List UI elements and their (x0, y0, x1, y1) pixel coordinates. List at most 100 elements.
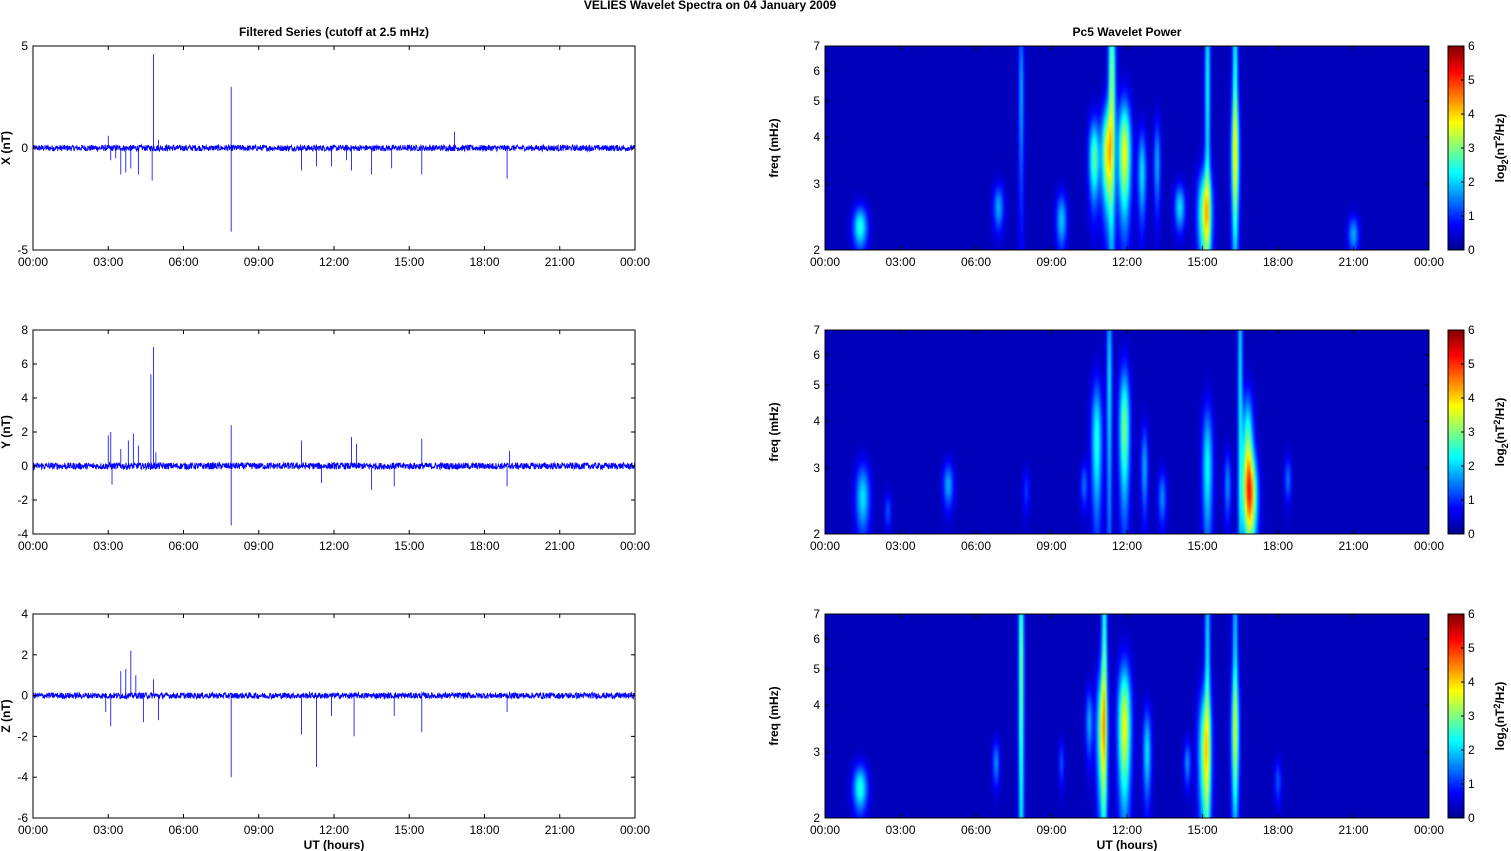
colorbar-label-part: (nT (1493, 140, 1507, 159)
colorbar-tick-label: 3 (1468, 141, 1475, 155)
y-tick-label: 4 (813, 698, 820, 712)
wavelet-heatmap (825, 330, 1429, 534)
x-tick-label: 03:00 (93, 539, 123, 553)
y-tick-label: 8 (21, 323, 28, 337)
x-tick-label: 18:00 (1263, 823, 1293, 837)
wavelet-heatmap (825, 46, 1429, 250)
filtered-series-panel-x: -5 0 5 00:00 03:00 06:00 09:00 12:00 15:00 18:00 2… (0, 39, 650, 269)
colorbar-label-part: /Hz) (1493, 114, 1507, 136)
y-axis-label: Z (nT) (0, 699, 13, 732)
x-tick-label: 03:00 (93, 255, 123, 269)
x-tick-label: 03:00 (885, 255, 915, 269)
y-axis-label: freq (mHz) (767, 686, 781, 745)
x-tick-label: 12:00 (1112, 539, 1142, 553)
colorbar-label-part: (nT (1493, 708, 1507, 727)
x-tick-label: 18:00 (1263, 539, 1293, 553)
series-line (32, 143, 636, 153)
colorbar-label-part: 2 (1492, 420, 1502, 425)
x-tick-label: 21:00 (545, 823, 575, 837)
y-tick-label: 6 (813, 64, 820, 78)
y-tick-label: 7 (813, 607, 820, 621)
y-tick-label: 2 (813, 811, 820, 825)
colorbar-tick-label: 3 (1468, 425, 1475, 439)
colorbar-tick-label: 3 (1468, 709, 1475, 723)
figure-title: VELIES Wavelet Spectra on 04 January 200… (584, 0, 837, 12)
colorbar-label-part: /Hz) (1493, 682, 1507, 704)
x-tick-label: 15:00 (394, 823, 424, 837)
x-tick-label: 00:00 (810, 539, 840, 553)
colorbar-tick-label: 2 (1468, 459, 1475, 473)
x-tick-label: 03:00 (885, 539, 915, 553)
y-tick-label: 3 (813, 177, 820, 191)
colorbar-tick-label: 2 (1468, 743, 1475, 757)
x-tick-label: 00:00 (1414, 539, 1444, 553)
wavelet-power-panel-y: 2 3 4 5 6 7 00:00 03:00 06:00 09:00 12:00 15:00 18:0… (767, 323, 1510, 553)
x-tick-label: 21:00 (545, 255, 575, 269)
colorbar-label-part: log (1493, 732, 1507, 750)
x-tick-label: 18:00 (469, 823, 499, 837)
x-tick-label: 03:00 (885, 823, 915, 837)
y-tick-label: 5 (21, 39, 28, 53)
x-tick-label: 00:00 (810, 823, 840, 837)
y-tick-label: 6 (813, 632, 820, 646)
filtered-series-panel-y: -4 -2 0 2 4 6 8 00:00 03:00 06:00 09:00 12:00 15:00 1… (0, 323, 650, 553)
colorbar-label-part: 2 (1500, 443, 1510, 448)
colorbar-tick-label: 5 (1468, 357, 1475, 371)
x-tick-label: 06:00 (168, 255, 198, 269)
x-tick-label: 06:00 (961, 539, 991, 553)
x-tick-label: 09:00 (1036, 255, 1066, 269)
colorbar-tick-label: 4 (1468, 391, 1475, 405)
x-tick-label: 15:00 (394, 255, 424, 269)
colorbar-label-part: log (1493, 448, 1507, 466)
x-tick-label: 21:00 (1338, 255, 1368, 269)
y-tick-label: 4 (813, 130, 820, 144)
right-column-title: Pc5 Wavelet Power (1073, 25, 1182, 39)
y-axis-label: Y (nT) (0, 415, 13, 449)
wavelet-heatmap (825, 614, 1429, 818)
x-tick-label: 12:00 (319, 823, 349, 837)
y-tick-label: 2 (813, 243, 820, 257)
x-tick-label: 18:00 (469, 255, 499, 269)
colorbar-label: log2(nT2/Hz) (1492, 114, 1510, 183)
y-tick-label: 2 (21, 425, 28, 439)
y-tick-label: 5 (813, 662, 820, 676)
x-tick-label: 00:00 (620, 255, 650, 269)
colorbar-tick-label: 6 (1468, 39, 1475, 53)
series-line (32, 690, 636, 701)
x-tick-label: 12:00 (1112, 255, 1142, 269)
y-tick-label: 2 (813, 527, 820, 541)
x-tick-label: 12:00 (1112, 823, 1142, 837)
x-tick-label: 12:00 (319, 539, 349, 553)
y-axis-label: X (nT) (0, 131, 13, 165)
y-tick-label: -4 (17, 770, 28, 784)
colorbar-label-part: 2 (1500, 159, 1510, 164)
colorbar-label-part: 2 (1492, 704, 1502, 709)
x-tick-label: 15:00 (394, 539, 424, 553)
wavelet-power-panel-x: 2 3 4 5 6 7 00:00 03:00 06:00 09:00 12:00 15:00 18:0… (767, 39, 1510, 269)
x-tick-label: 00:00 (810, 255, 840, 269)
y-axis-label: freq (mHz) (767, 118, 781, 177)
wavelet-power-panel-z: 2 3 4 5 6 7 00:00 03:00 06:00 09:00 12:00 15:00 18:0… (767, 607, 1510, 851)
y-tick-label: 4 (21, 391, 28, 405)
left-column-title: Filtered Series (cutoff at 2.5 mHz) (239, 25, 429, 39)
x-tick-label: 15:00 (1187, 255, 1217, 269)
colorbar-label-part: log (1493, 164, 1507, 182)
x-axis-label: UT (hours) (304, 838, 365, 851)
x-tick-label: 06:00 (961, 823, 991, 837)
colorbar-tick-label: 6 (1468, 607, 1475, 621)
colorbar-tick-label: 1 (1468, 493, 1475, 507)
x-tick-label: 00:00 (18, 255, 48, 269)
x-tick-label: 00:00 (620, 539, 650, 553)
y-tick-label: 4 (21, 607, 28, 621)
plot-area (33, 614, 635, 818)
y-tick-label: 0 (21, 141, 28, 155)
colorbar-label: log2(nT2/Hz) (1492, 398, 1510, 467)
y-tick-label: 3 (813, 461, 820, 475)
y-tick-label: 2 (21, 648, 28, 662)
x-tick-label: 06:00 (961, 255, 991, 269)
plot-area (33, 330, 635, 534)
